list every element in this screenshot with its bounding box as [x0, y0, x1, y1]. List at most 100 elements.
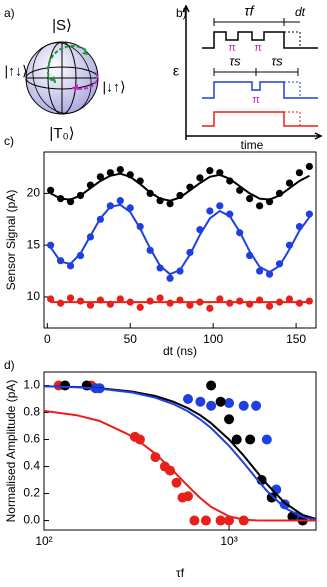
data-point — [285, 179, 294, 187]
data-point — [206, 380, 217, 391]
axis-label: ε — [173, 63, 179, 79]
data-point — [47, 241, 55, 249]
y-axis-label: Normalised Amplitude (pA) — [4, 380, 18, 523]
data-point — [47, 295, 55, 303]
data-point — [206, 304, 214, 312]
fit-line — [49, 203, 311, 276]
data-point — [183, 491, 194, 502]
data-point — [196, 174, 204, 182]
data-point — [261, 434, 272, 445]
x-axis-label: dt (ns) — [163, 344, 197, 358]
annotation: π — [252, 94, 260, 106]
data-point — [183, 394, 194, 405]
data-point — [206, 167, 214, 175]
data-point — [47, 186, 55, 194]
data-point — [76, 251, 85, 260]
y-tick-label: 0.0 — [23, 513, 40, 527]
y-tick-label: 15 — [27, 237, 41, 251]
data-point — [166, 200, 174, 208]
annotation: τs — [271, 53, 283, 68]
x-tick-label: 50 — [124, 332, 138, 346]
data-point — [86, 301, 95, 309]
y-tick-label: 20 — [27, 186, 41, 200]
pulse-diagram — [182, 4, 323, 140]
y-tick-label: 0.4 — [23, 459, 40, 473]
data-point — [295, 299, 304, 307]
state-label: |S⟩ — [52, 17, 72, 34]
annotation: τf — [244, 3, 255, 19]
data-point — [265, 270, 274, 278]
y-tick-label: 0.6 — [23, 432, 40, 446]
data-point — [60, 380, 71, 391]
axis-label: time — [241, 138, 264, 152]
data-point — [265, 302, 274, 310]
data-point — [134, 434, 145, 445]
data-point — [189, 515, 200, 526]
x-axis-label: τf — [176, 566, 185, 580]
state-label: |↑↓⟩ — [4, 63, 27, 79]
data-point — [216, 295, 224, 303]
data-point — [266, 492, 277, 503]
data-point — [295, 169, 304, 177]
y-tick-label: 0.2 — [23, 486, 40, 500]
data-point — [256, 202, 264, 210]
data-point — [66, 294, 75, 302]
annotation: π — [254, 42, 262, 54]
x-tick-label: 10³ — [220, 534, 237, 548]
panel-label: d) — [4, 358, 15, 372]
data-point — [150, 452, 161, 463]
fit-line — [43, 409, 316, 522]
data-point — [215, 396, 226, 407]
data-point — [156, 294, 164, 302]
y-axis-label: Sensor Signal (pA) — [4, 190, 18, 291]
data-point — [305, 297, 313, 305]
x-tick-label: 150 — [286, 332, 306, 346]
data-point — [231, 434, 242, 445]
data-point — [215, 515, 226, 526]
data-point — [200, 515, 211, 526]
y-tick-label: 10 — [27, 289, 41, 303]
data-point — [195, 396, 206, 407]
data-point — [206, 207, 214, 215]
data-point — [226, 299, 234, 307]
data-point — [224, 515, 235, 526]
data-point — [256, 267, 264, 275]
data-point — [238, 400, 249, 411]
y-tick-label: 0.8 — [23, 405, 40, 419]
data-point — [206, 400, 217, 411]
data-point — [224, 414, 235, 425]
data-point — [224, 398, 235, 409]
annotation: dt — [295, 5, 306, 19]
fit-line — [50, 172, 310, 202]
annotation: π — [228, 42, 236, 54]
y-tick-label: 1.0 — [23, 378, 40, 392]
fit-line — [43, 385, 317, 521]
x-tick-label: 0 — [44, 332, 51, 346]
data-point — [116, 295, 124, 303]
data-point — [305, 210, 313, 218]
data-point — [165, 465, 176, 476]
data-point — [166, 274, 174, 282]
data-point — [166, 299, 174, 307]
bloch-sphere — [25, 41, 99, 115]
data-point — [285, 295, 294, 303]
annotation: τs — [229, 53, 241, 68]
data-point — [76, 297, 85, 305]
data-point — [251, 400, 262, 411]
data-point — [216, 202, 224, 210]
plot-frame — [43, 151, 317, 329]
data-point — [171, 477, 182, 488]
data-point — [146, 297, 154, 305]
data-point — [186, 301, 194, 309]
panel-label: c) — [4, 134, 14, 148]
data-point — [305, 162, 313, 171]
data-point — [116, 197, 124, 205]
data-point — [236, 297, 244, 305]
data-point — [246, 194, 254, 203]
data-point — [136, 303, 144, 311]
data-point — [96, 173, 104, 181]
x-tick-label: 10² — [35, 534, 52, 548]
state-label: |↓↑⟩ — [102, 79, 125, 95]
plot-frame — [43, 371, 317, 531]
